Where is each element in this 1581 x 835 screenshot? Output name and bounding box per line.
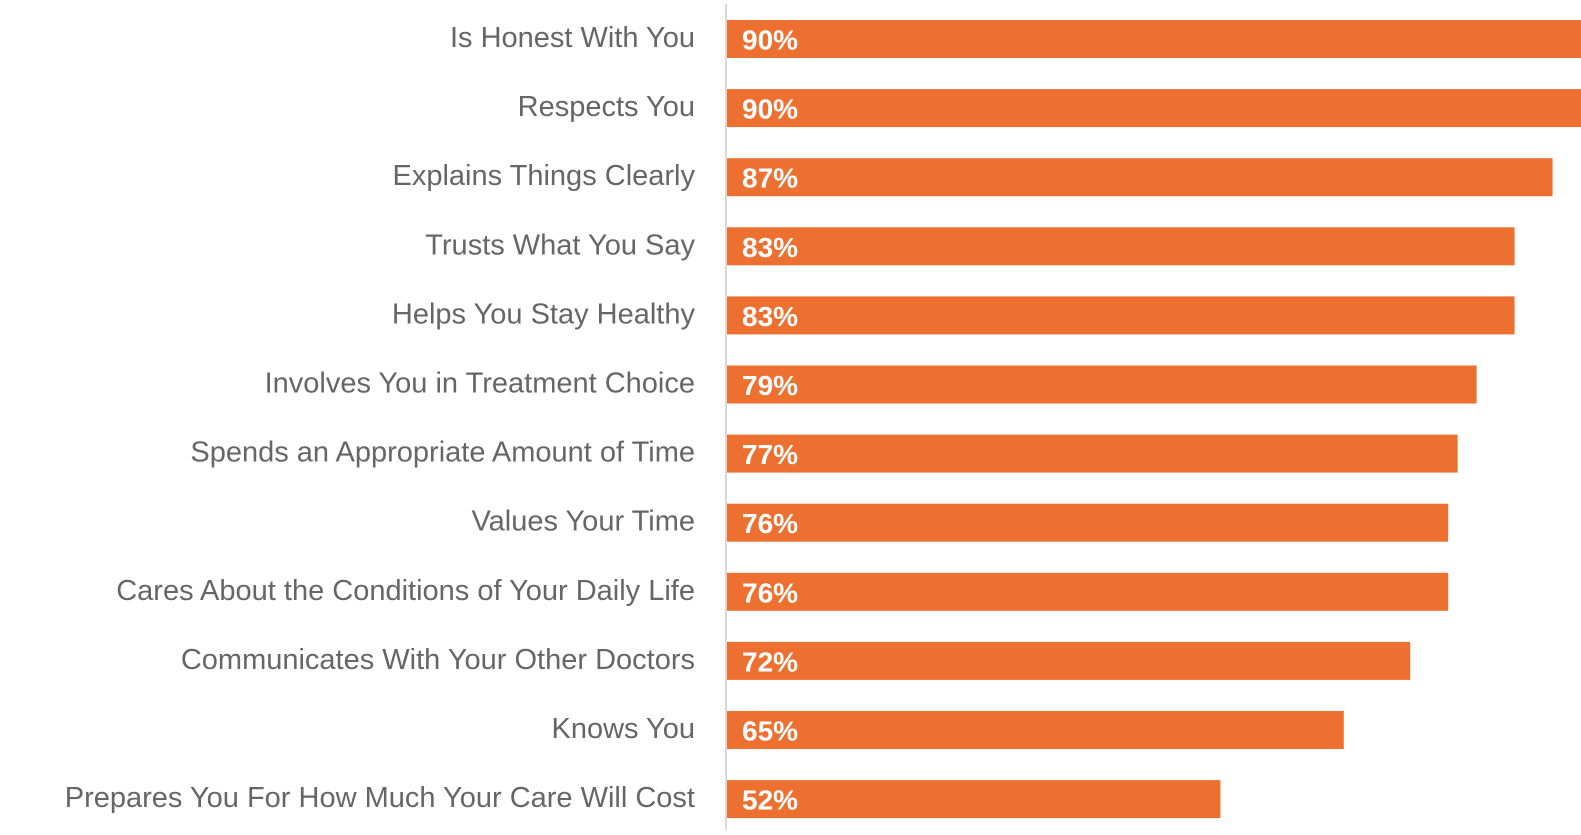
bar (727, 711, 1344, 749)
category-label: Values Your Time (471, 506, 695, 538)
value-label: 65% (742, 716, 798, 747)
value-label: 83% (742, 232, 798, 263)
bar (727, 641, 1411, 680)
bar (727, 89, 1581, 128)
category-label: Helps You Stay Healthy (392, 298, 696, 330)
bar (727, 780, 1221, 819)
value-label: 76% (742, 577, 798, 608)
value-label: 90% (742, 25, 798, 56)
category-label: Trusts What You Say (425, 229, 695, 261)
bar (727, 227, 1515, 266)
category-label: Explains Things Clearly (393, 160, 696, 192)
value-label: 90% (742, 94, 798, 125)
category-label: Involves You in Treatment Choice (265, 368, 695, 400)
category-label: Cares About the Conditions of Your Daily… (116, 575, 695, 607)
value-label: 52% (742, 785, 798, 816)
bar (727, 365, 1477, 404)
bar (727, 158, 1553, 197)
bar (727, 503, 1449, 542)
bar (727, 434, 1458, 473)
bar (727, 572, 1449, 611)
bar (727, 20, 1581, 58)
category-label: Spends an Appropriate Amount of Time (190, 437, 695, 469)
value-label: 83% (742, 301, 798, 332)
value-label: 76% (742, 508, 798, 539)
bar (727, 296, 1515, 335)
value-label: 77% (742, 439, 798, 470)
category-label: Knows You (551, 713, 695, 745)
value-label: 72% (742, 646, 798, 677)
category-label: Respects You (518, 91, 695, 123)
value-label: 87% (742, 163, 798, 194)
category-label: Communicates With Your Other Doctors (181, 644, 695, 676)
value-label: 79% (742, 370, 798, 401)
category-label: Is Honest With You (450, 22, 695, 54)
category-label: Prepares You For How Much Your Care Will… (65, 782, 695, 814)
